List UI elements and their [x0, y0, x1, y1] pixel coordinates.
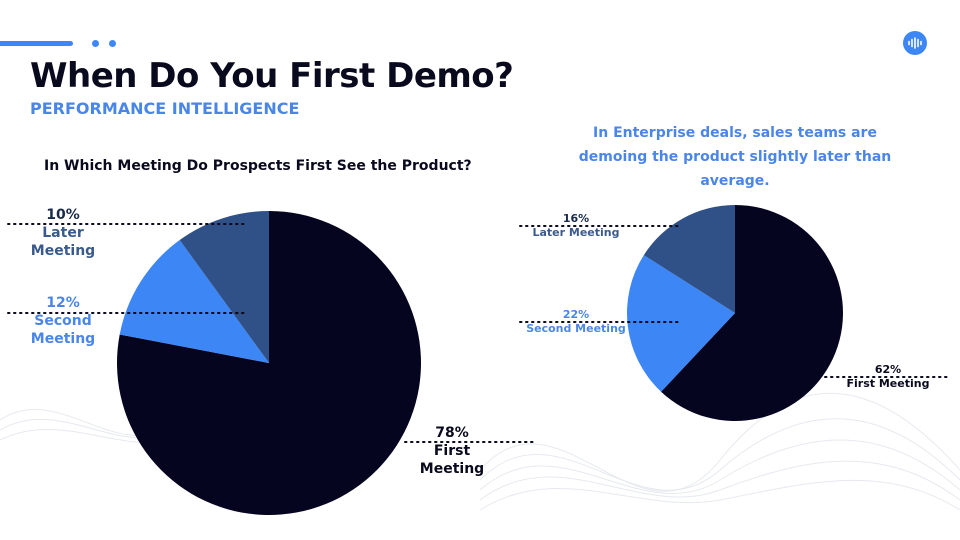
page-title: When Do You First Demo?: [30, 56, 514, 96]
enterprise-insight: In Enterprise deals, sales teams are dem…: [578, 125, 892, 189]
label-ent-first-name: First Meeting: [846, 377, 930, 391]
label-all-second-name: Second Meeting: [30, 313, 96, 348]
label-all-second: 12% Second Meeting: [18, 294, 108, 349]
label-ent-second-name: Second Meeting: [526, 322, 626, 336]
pie-slice-enterprise-later-meeting: [643, 205, 735, 313]
accent-dot-2: [109, 40, 116, 47]
label-all-first: 78% First Meeting: [400, 424, 504, 479]
label-all-later-name: Later Meeting: [30, 225, 96, 260]
accent-dot-1: [92, 40, 99, 47]
pie-slice-enterprise-first-meeting: [661, 205, 843, 422]
pie-slice-enterprise-second-meeting: [626, 255, 735, 392]
label-all-later: 10% Later Meeting: [10, 206, 116, 261]
label-all-later-pct: 10%: [46, 207, 80, 223]
label-ent-second-pct: 22%: [562, 308, 590, 321]
page-subtitle: PERFORMANCE INTELLIGENCE: [30, 99, 300, 118]
label-ent-later-name: Later Meeting: [532, 226, 620, 240]
label-ent-first-pct: 62%: [874, 363, 902, 376]
pie-slice-all-later-meeting: [179, 211, 269, 363]
label-ent-later-pct: 16%: [562, 212, 590, 225]
accent-bar: [0, 41, 73, 46]
label-ent-second: 22% Second Meeting: [526, 308, 626, 337]
pie-chart-enterprise: [626, 205, 843, 422]
pie-chart-all-deals: [116, 211, 421, 515]
pie-slice-all-second-meeting: [119, 240, 269, 363]
pie-slice-all-first-meeting: [116, 211, 421, 515]
chart-title: In Which Meeting Do Prospects First See …: [44, 158, 472, 174]
label-ent-later: 16% Later Meeting: [530, 212, 622, 241]
label-all-first-name: First Meeting: [419, 443, 485, 478]
label-ent-first: 62% First Meeting: [846, 363, 930, 392]
sound-wave-icon: [903, 31, 927, 55]
label-all-first-pct: 78%: [435, 425, 469, 441]
label-all-second-pct: 12%: [46, 295, 80, 311]
